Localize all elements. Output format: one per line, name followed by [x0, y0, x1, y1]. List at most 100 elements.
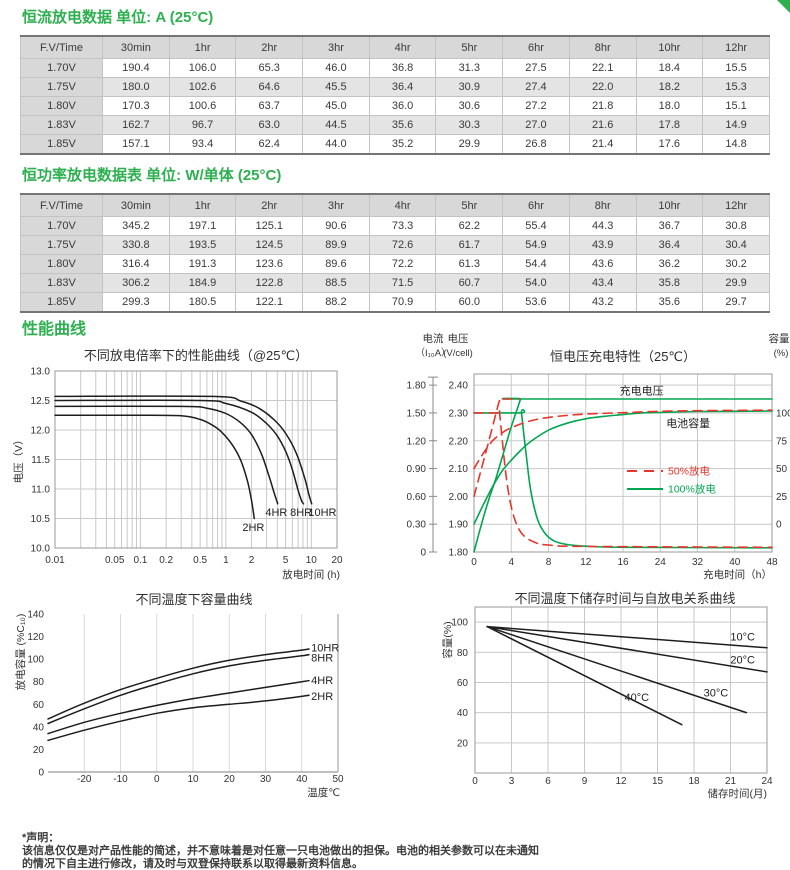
svg-text:80: 80 — [457, 648, 469, 659]
row-header: 1.70V — [20, 58, 103, 78]
table-cell: 36.4 — [635, 235, 704, 255]
column-header: 12hr — [702, 193, 770, 217]
svg-text:12: 12 — [580, 557, 592, 568]
svg-text:100%放电: 100%放电 — [668, 483, 716, 496]
disclaimer-text-line2: 的情况下自主进行修改，请及时与双登保持联系以取得最新资料信息。 — [22, 858, 363, 870]
table-row: 1.70V 345.2 197.1 125.1 90.6 73.3 62.2 55.4 44.3… — [20, 216, 770, 236]
table-cell: 29.9 — [435, 134, 504, 155]
svg-text:10: 10 — [306, 555, 318, 566]
column-header: 6hr — [502, 35, 570, 59]
table-row: 1.85V 299.3 180.5 122.1 88.2 70.9 60.0 53.6 43.2… — [20, 292, 770, 313]
svg-text:24: 24 — [761, 776, 773, 787]
column-header: F.V/Time — [20, 35, 103, 59]
table-cell: 73.3 — [368, 216, 437, 236]
data-table: F.V/Time 30min 1hr 2hr 3hr 4hr 5hr 6hr 8hr 10hr 12… — [20, 35, 770, 155]
svg-text:2.40: 2.40 — [449, 381, 469, 392]
table-row: 1.75V 330.8 193.5 124.5 89.9 72.6 61.7 54.9 43.9… — [20, 235, 770, 255]
svg-text:5: 5 — [283, 555, 289, 566]
table-cell: 21.6 — [568, 115, 637, 135]
table-cell: 30.9 — [435, 77, 504, 97]
table-cell: 125.1 — [235, 216, 304, 236]
svg-text:120: 120 — [27, 632, 44, 643]
svg-text:0: 0 — [38, 768, 44, 779]
svg-text:1.50: 1.50 — [407, 408, 427, 419]
svg-text:电池容量: 电池容量 — [666, 416, 710, 430]
svg-text:50: 50 — [776, 464, 788, 475]
svg-text:电流: 电流 — [423, 332, 444, 345]
svg-text:充电时间（h）: 充电时间（h） — [703, 568, 772, 581]
svg-text:12.5: 12.5 — [31, 396, 51, 407]
svg-text:15: 15 — [652, 776, 664, 787]
svg-text:0.5: 0.5 — [193, 555, 207, 566]
disclaimer-text-line1: 该信息仅仅是对产品性能的简述，并不意味着是对任意一只电池做出的担保。电池的相关参… — [22, 845, 539, 857]
svg-text:10HR: 10HR — [311, 642, 339, 654]
table-cell: 193.5 — [168, 235, 237, 255]
column-header: 8hr — [568, 193, 637, 217]
svg-text:充电电压: 充电电压 — [620, 384, 664, 398]
table-cell: 162.7 — [102, 115, 170, 135]
svg-text:0.05: 0.05 — [105, 555, 125, 566]
table-cell: 14.9 — [702, 115, 770, 135]
table-cell: 30.4 — [702, 235, 770, 255]
table-cell: 96.7 — [168, 115, 237, 135]
table-cell: 45.0 — [302, 96, 370, 116]
svg-text:不同温度下容量曲线: 不同温度下容量曲线 — [135, 592, 252, 607]
table-cell: 45.5 — [302, 77, 370, 97]
column-header: 3hr — [302, 35, 370, 59]
chart-constant-voltage-charge: 0 4 8 12 16 24 32 40 48 1.80 1.90 2.00 2.10 2.20 2.30 2… — [400, 328, 790, 590]
table-cell: 90.6 — [302, 216, 370, 236]
disclaimer: *声明： 该信息仅仅是对产品性能的简述，并不意味着是对任意一只电池做出的担保。电… — [22, 832, 762, 870]
table-row: 1.80V 170.3 100.6 63.7 45.0 36.0 30.6 27.2 21.8 1… — [20, 96, 770, 116]
svg-text:8HR: 8HR — [311, 653, 333, 665]
table-cell: 36.2 — [635, 254, 704, 274]
svg-text:30°C: 30°C — [704, 688, 729, 700]
svg-text:75: 75 — [776, 436, 788, 447]
page-corner-accent-icon — [777, 0, 790, 13]
performance-curves-section-title: 性能曲线 — [22, 321, 87, 338]
table-cell: 35.8 — [635, 273, 704, 293]
table-row: 1.83V 306.2 184.9 122.8 88.5 71.5 60.7 54.0 43.4… — [20, 273, 770, 293]
svg-text:12: 12 — [615, 776, 627, 787]
table-cell: 123.6 — [235, 254, 304, 274]
table-cell: 36.7 — [635, 216, 704, 236]
svg-text:0.01: 0.01 — [45, 555, 65, 566]
svg-text:8HR: 8HR — [290, 507, 312, 519]
table-cell: 184.9 — [168, 273, 237, 293]
column-header: 3hr — [302, 193, 370, 217]
row-header: 1.83V — [20, 115, 103, 135]
svg-text:2.10: 2.10 — [449, 464, 469, 475]
svg-text:2HR: 2HR — [242, 522, 264, 534]
table-cell: 62.2 — [435, 216, 504, 236]
svg-text:不同温度下储存时间与自放电关系曲线: 不同温度下储存时间与自放电关系曲线 — [514, 591, 735, 606]
svg-text:1.80: 1.80 — [449, 548, 469, 559]
table-row: 1.85V 157.1 93.4 62.4 44.0 35.2 29.9 26.8 21.4 17… — [20, 134, 770, 155]
column-header: 30min — [102, 193, 170, 217]
table-cell: 72.2 — [368, 254, 437, 274]
table-cell: 122.1 — [235, 292, 304, 313]
svg-text:100: 100 — [776, 408, 790, 419]
table-cell: 26.8 — [502, 134, 570, 155]
column-header: 2hr — [235, 193, 304, 217]
table-cell: 35.2 — [368, 134, 437, 155]
svg-text:20°C: 20°C — [730, 654, 755, 666]
table-cell: 29.9 — [702, 273, 770, 293]
table-cell: 27.4 — [502, 77, 570, 97]
svg-text:放电容量 (%C₁₀): 放电容量 (%C₁₀) — [14, 614, 27, 691]
table-cell: 191.3 — [168, 254, 237, 274]
svg-text:25: 25 — [776, 492, 788, 503]
svg-text:电压（V）: 电压（V） — [12, 434, 25, 483]
column-header: 1hr — [168, 35, 237, 59]
table-cell: 15.1 — [702, 96, 770, 116]
svg-text:48: 48 — [766, 557, 778, 568]
table-cell: 180.0 — [102, 77, 170, 97]
svg-text:40: 40 — [33, 722, 45, 733]
svg-text:储存时间(月): 储存时间(月) — [708, 787, 768, 800]
svg-text:140: 140 — [27, 610, 44, 621]
row-header: 1.83V — [20, 273, 103, 293]
svg-text:100: 100 — [451, 618, 468, 629]
svg-text:13.0: 13.0 — [31, 367, 51, 378]
table-cell: 299.3 — [102, 292, 170, 313]
constant-power-table-title: 恒功率放电数据表 单位: W/单体 (25°C) — [22, 167, 282, 184]
table-row: 1.70V 190.4 106.0 65.3 46.0 36.8 31.3 27.5 22.1 1… — [20, 58, 770, 78]
svg-text:放电时间 (h): 放电时间 (h) — [282, 568, 340, 581]
